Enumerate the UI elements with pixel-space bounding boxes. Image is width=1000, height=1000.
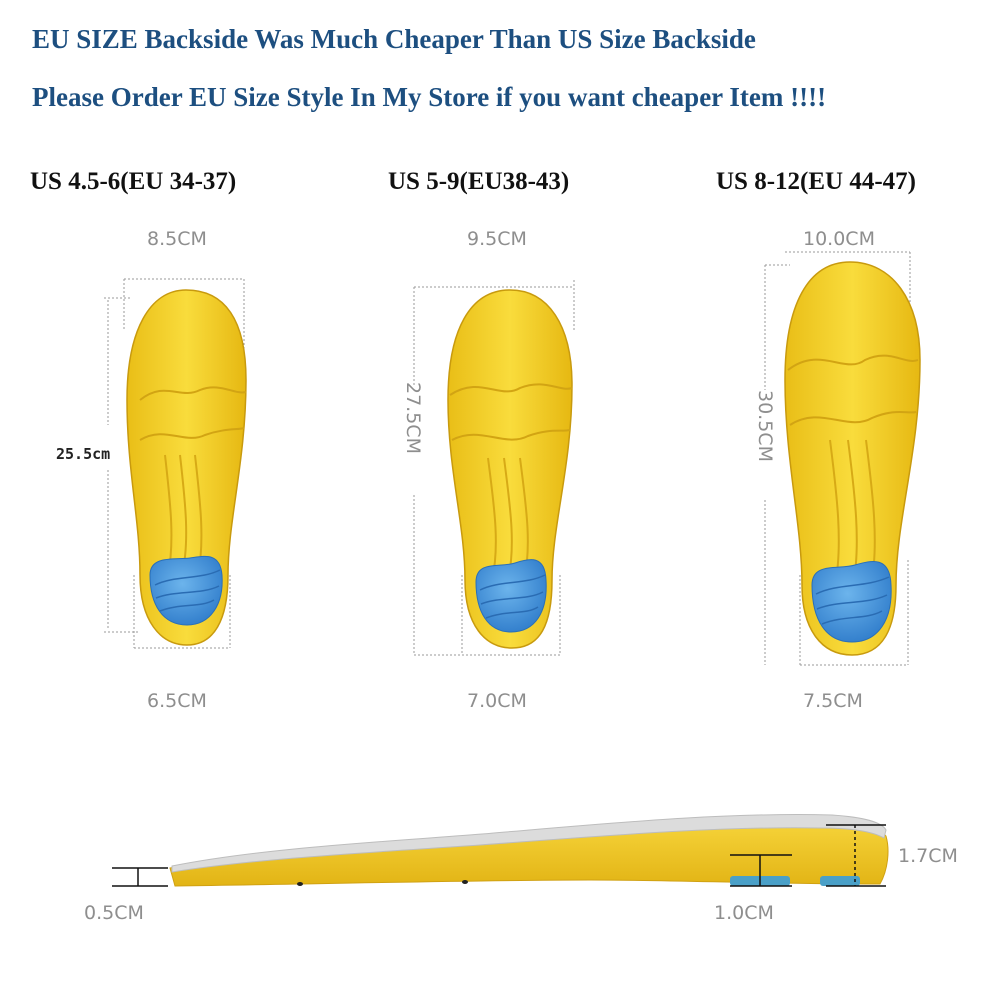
- heel-width-large: 7.5CM: [803, 690, 863, 712]
- heel-width-small: 6.5CM: [147, 690, 207, 712]
- heel-thickness-label: 1.7CM: [898, 845, 958, 867]
- forefoot-width-medium: 9.5CM: [467, 228, 527, 250]
- forefoot-width-large: 10.0CM: [803, 228, 875, 250]
- notice-line-1: EU SIZE Backside Was Much Cheaper Than U…: [32, 24, 756, 54]
- length-large: 30.5CM: [754, 390, 776, 462]
- length-small: 25.5cm: [56, 445, 111, 463]
- size-title-large: US 8-12(EU 44-47): [716, 168, 916, 195]
- insole-small: [104, 278, 247, 649]
- notice-line-2: Please Order EU Size Style In My Store i…: [32, 82, 827, 112]
- forefoot-width-small: 8.5CM: [147, 228, 207, 250]
- toe-thickness-label: 0.5CM: [84, 902, 144, 924]
- heel-width-medium: 7.0CM: [467, 690, 527, 712]
- size-title-medium: US 5-9(EU38-43): [388, 168, 570, 195]
- size-title-small: US 4.5-6(EU 34-37): [30, 168, 237, 195]
- insole-side-profile: [112, 814, 889, 887]
- insole-large: [764, 251, 921, 666]
- length-medium: 27.5CM: [402, 382, 424, 454]
- insole-medium: [413, 280, 575, 656]
- arch-thickness-label: 1.0CM: [714, 902, 774, 924]
